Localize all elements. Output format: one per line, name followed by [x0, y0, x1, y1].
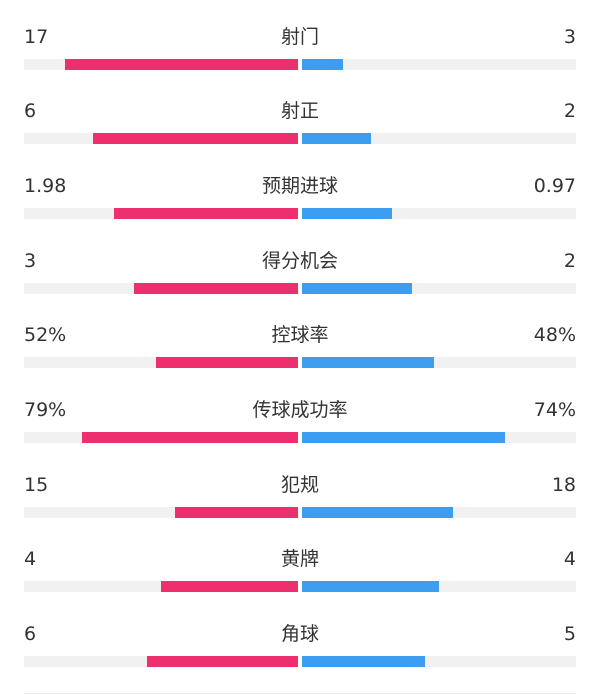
stat-row-shots: 17 射门 3: [0, 0, 600, 74]
home-value: 52%: [24, 324, 67, 346]
away-bar: [302, 581, 439, 592]
away-bar: [302, 357, 434, 368]
away-bar-track: [302, 357, 576, 368]
away-bar: [302, 208, 393, 219]
home-value: 4: [24, 548, 37, 570]
stat-label: 得分机会: [261, 250, 338, 272]
stat-row-shots-on-target: 6 射正 2: [0, 74, 600, 148]
home-bar-track: [24, 507, 298, 518]
away-bar-track: [302, 59, 576, 70]
home-bar-track: [24, 59, 298, 70]
away-value: 3: [563, 26, 576, 48]
away-value: 0.97: [533, 175, 576, 197]
home-bar: [114, 208, 298, 219]
home-value: 1.98: [24, 175, 67, 197]
stat-label: 射门: [280, 26, 319, 48]
away-bar: [302, 656, 426, 667]
home-bar-track: [24, 581, 298, 592]
stat-label: 预期进球: [261, 175, 338, 197]
away-value: 18: [551, 474, 576, 496]
home-value: 6: [24, 100, 37, 122]
away-bar: [302, 432, 505, 443]
stat-label: 射正: [280, 100, 319, 122]
home-bar: [65, 59, 298, 70]
home-bar-track: [24, 208, 298, 219]
away-bar-track: [302, 432, 576, 443]
home-bar: [81, 432, 298, 443]
bottom-divider: [24, 693, 576, 694]
away-bar-track: [302, 507, 576, 518]
stat-row-yellow-cards: 4 黄牌 4: [0, 522, 600, 596]
stat-row-possession: 52% 控球率 48%: [0, 298, 600, 372]
home-bar-track: [24, 357, 298, 368]
stat-row-fouls: 15 犯规 18: [0, 448, 600, 522]
home-bar-track: [24, 432, 298, 443]
home-bar-track: [24, 283, 298, 294]
away-bar: [302, 283, 412, 294]
home-bar: [155, 357, 298, 368]
away-value: 74%: [533, 399, 576, 421]
stat-label: 传球成功率: [252, 399, 348, 421]
stat-label: 犯规: [280, 474, 319, 496]
home-bar: [147, 656, 298, 667]
away-bar: [302, 59, 344, 70]
away-bar-track: [302, 283, 576, 294]
stat-label: 黄牌: [280, 548, 319, 570]
stat-row-pass-accuracy: 79% 传球成功率 74%: [0, 373, 600, 447]
away-bar-track: [302, 133, 576, 144]
away-value: 4: [563, 548, 576, 570]
home-value: 15: [24, 474, 49, 496]
stat-label: 控球率: [271, 324, 329, 346]
away-value: 2: [563, 250, 576, 272]
home-value: 79%: [24, 399, 67, 421]
home-bar: [174, 507, 298, 518]
home-value: 6: [24, 623, 37, 645]
home-value: 3: [24, 250, 37, 272]
home-bar: [161, 581, 298, 592]
home-bar: [133, 283, 298, 294]
away-bar: [302, 507, 453, 518]
home-bar: [92, 133, 298, 144]
away-bar-track: [302, 208, 576, 219]
away-bar-track: [302, 581, 576, 592]
home-value: 17: [24, 26, 49, 48]
away-value: 48%: [533, 324, 576, 346]
stat-label: 角球: [280, 623, 319, 645]
away-bar-track: [302, 656, 576, 667]
away-value: 5: [563, 623, 576, 645]
home-bar-track: [24, 133, 298, 144]
away-bar: [302, 133, 371, 144]
away-value: 2: [563, 100, 576, 122]
stat-row-big-chances: 3 得分机会 2: [0, 224, 600, 298]
stat-row-corners: 6 角球 5: [0, 597, 600, 671]
stat-row-expected-goals: 1.98 预期进球 0.97: [0, 149, 600, 223]
home-bar-track: [24, 656, 298, 667]
